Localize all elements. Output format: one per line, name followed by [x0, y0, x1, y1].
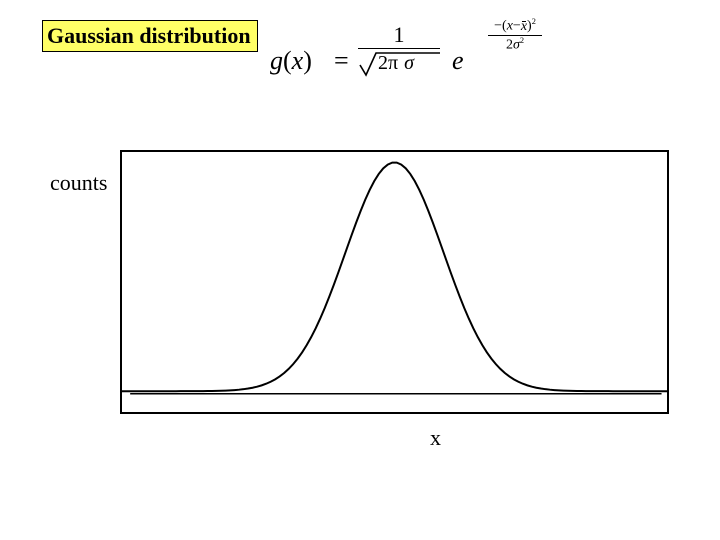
- exp-xbar: x: [521, 20, 527, 34]
- formula-denominator: 2π σ: [358, 51, 440, 79]
- exp-den-2: 2: [506, 37, 513, 52]
- exp-minus: −: [494, 19, 502, 34]
- formula-main-fraction: 1 2π σ: [358, 24, 440, 79]
- gaussian-formula: g(x) = 1 2πσ e −(x−x)2 2σ2: [270, 18, 610, 108]
- formula-sqrt-content: 2π σ: [378, 53, 414, 73]
- formula-numerator: 1: [358, 24, 440, 48]
- y-axis-label: counts: [50, 170, 107, 196]
- plot-frame: [120, 150, 669, 414]
- fraction-bar: [358, 48, 440, 49]
- formula-x-arg: x: [292, 46, 304, 75]
- formula-lhs: g(x): [270, 48, 312, 74]
- exp-den-sq: 2: [520, 36, 524, 45]
- formula-exp-denominator: 2σ2: [470, 37, 560, 53]
- formula-equals: =: [334, 48, 349, 74]
- exp-den-sigma: σ: [513, 37, 520, 52]
- title-text: Gaussian distribution: [47, 23, 251, 48]
- formula-exp-numerator: −(x−x)2: [470, 18, 560, 35]
- x-axis-label: x: [430, 425, 441, 451]
- formula-2pi: 2π: [378, 52, 398, 74]
- exp-minus2: −: [513, 19, 521, 34]
- exp-fraction-bar: [488, 35, 542, 36]
- formula-e: e: [452, 48, 464, 74]
- gaussian-curve-svg: [122, 152, 667, 412]
- title-box: Gaussian distribution: [42, 20, 258, 52]
- exp-sq: 2: [532, 17, 536, 26]
- gaussian-curve: [122, 163, 667, 392]
- formula-g: g: [270, 46, 283, 75]
- formula-sigma: σ: [404, 52, 414, 74]
- formula-exponent: −(x−x)2 2σ2: [470, 18, 560, 52]
